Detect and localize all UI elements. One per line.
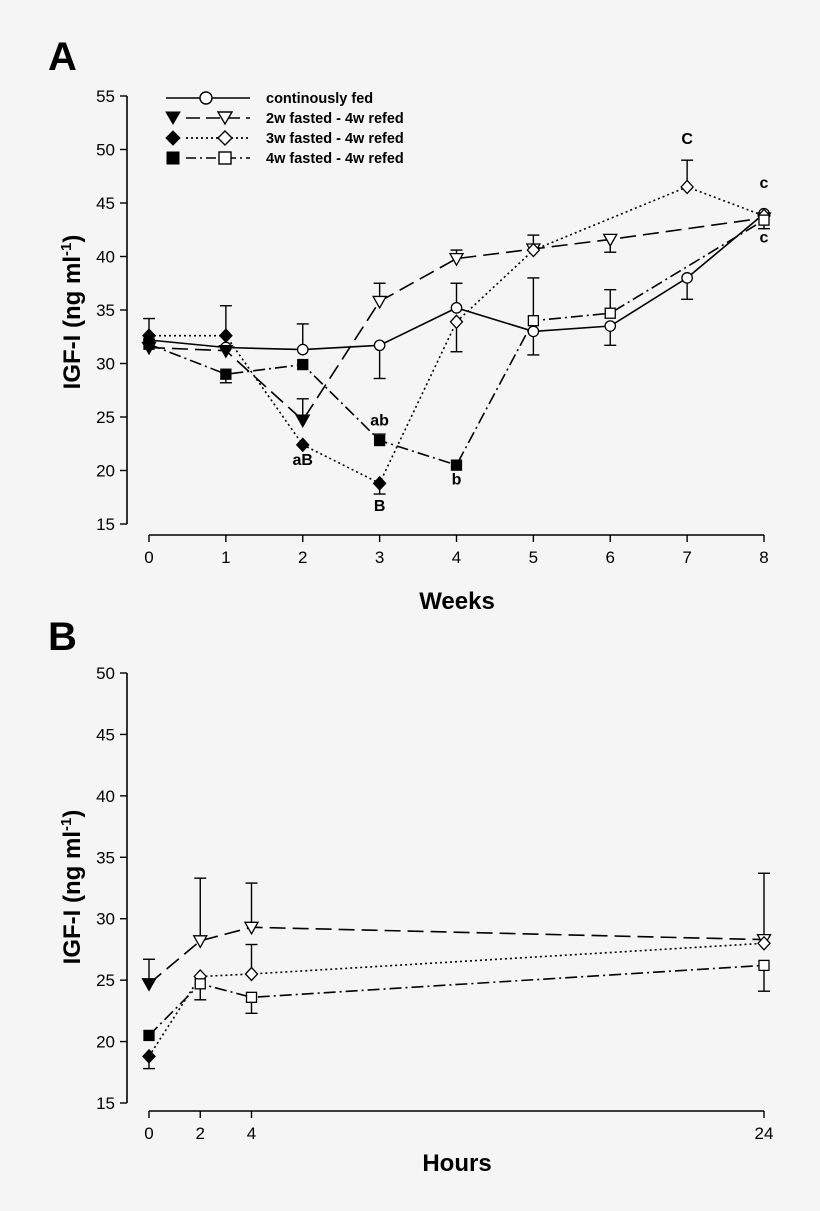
panel-a-point-4w-fasted-4w-refed	[604, 307, 616, 319]
panel-a-point-4w-fasted-4w-refed	[758, 214, 770, 226]
panel-b-y-tick-label: 40	[96, 787, 115, 806]
panel-b-letter: B	[48, 615, 77, 659]
panel-a-point-4w-fasted-4w-refed	[527, 315, 540, 327]
panel-a-point-continously-fed	[296, 343, 309, 356]
panel-b-y-tick-label: 20	[96, 1033, 115, 1052]
panel-a-point-continously-fed	[450, 302, 463, 314]
panel-a-point-continously-fed	[373, 339, 386, 352]
panel-a-y-tick-label: 35	[96, 301, 115, 320]
panel-b-y-tick-label: 50	[96, 664, 115, 683]
panel-b-y-tick-label: 35	[96, 848, 115, 867]
panel-b-x-tick-label: 4	[247, 1124, 256, 1143]
panel-b-x-tick-label: 2	[196, 1124, 205, 1143]
panel-b-point-4w-fasted-4w-refed	[143, 1029, 155, 1042]
panel-a-y-tick-label: 40	[96, 248, 115, 267]
panel-b-y-tick-label: 45	[96, 725, 115, 744]
panel-b-point-2w-fasted-4w-refed	[141, 978, 157, 992]
panel-a-x-tick-label: 3	[375, 548, 384, 567]
panel-a-y-tick-label: 20	[96, 462, 115, 481]
panel-a-point-4w-fasted-4w-refed	[373, 434, 386, 447]
panel-a-y-tick-label: 55	[96, 87, 115, 106]
panel-a-annotation: B	[374, 498, 386, 515]
panel-a-y-tick-label: 30	[96, 355, 115, 374]
panel-a-point-4w-fasted-4w-refed	[220, 368, 232, 380]
panel-a-point-2w-fasted-4w-refed	[602, 233, 618, 248]
panel-b-y-tick-label: 15	[96, 1094, 115, 1113]
panel-b-x-axis-title: Hours	[422, 1150, 491, 1177]
panel-a-x-tick-label: 5	[529, 548, 538, 567]
panel-a-point-2w-fasted-4w-refed	[372, 295, 388, 310]
panel-a-y-tick-label: 45	[96, 194, 115, 213]
panel-a-series-line-4w-fasted-4w-refed	[148, 219, 765, 467]
panel-a-annotation: c	[760, 175, 769, 192]
panel-b-point-3w-fasted-4w-refed	[142, 1048, 156, 1064]
panel-b-point-4w-fasted-4w-refed	[245, 991, 258, 1003]
legend-marker-continously-fed	[199, 91, 213, 105]
panel-b-y-tick-label: 25	[96, 971, 115, 990]
panel-b-point-2w-fasted-4w-refed	[192, 935, 208, 949]
panel-a-point-2w-fasted-4w-refed	[218, 345, 234, 359]
panel-a-point-3w-fasted-4w-refed	[680, 179, 695, 195]
panel-a-point-3w-fasted-4w-refed	[372, 475, 387, 491]
legend-label-3w: 3w fasted - 4w refed	[266, 131, 404, 147]
panel-a-series-line-3w-fasted-4w-refed	[149, 186, 765, 485]
panel-a-x-tick-label: 7	[682, 548, 691, 567]
panel-a-point-2w-fasted-4w-refed	[295, 414, 311, 429]
panel-a-annotation: b	[452, 471, 462, 488]
legend-label-continously-fed: continously fed	[266, 91, 373, 107]
panel-b-series-line-4w-fasted-4w-refed	[148, 964, 765, 1036]
legend-label-2w: 2w fasted - 4w refed	[266, 111, 404, 127]
panel-a-point-continously-fed	[681, 272, 693, 284]
panel-a-y-tick-label: 15	[96, 515, 115, 534]
panel-a-x-tick-label: 8	[759, 548, 768, 567]
panel-a-x-tick-label: 2	[298, 548, 307, 567]
panel-a-series-line-2w-fasted-4w-refed	[148, 217, 765, 422]
panel-b-x-tick-label: 24	[755, 1124, 774, 1143]
panel-a-point-3w-fasted-4w-refed	[295, 437, 310, 453]
panel-b-point-2w-fasted-4w-refed	[243, 921, 260, 936]
panel-b-series-line-2w-fasted-4w-refed	[148, 926, 765, 985]
panel-a-point-4w-fasted-4w-refed	[450, 459, 463, 471]
panel-b-point-4w-fasted-4w-refed	[194, 978, 206, 990]
panel-a-point-4w-fasted-4w-refed	[143, 338, 155, 350]
legend-marker-2w-refed	[216, 111, 234, 126]
legend-marker-2w-fasted	[165, 111, 181, 125]
panel-b-y-axis-title: IGF-I (ng ml-1)	[58, 810, 86, 965]
panel-a-y-axis-title: IGF-I (ng ml-1)	[58, 235, 86, 390]
panel-a-annotation: aB	[293, 452, 313, 469]
panel-a-x-tick-label: 0	[144, 548, 153, 567]
panel-a-x-tick-label: 4	[452, 548, 461, 567]
panel-a-annotation: C	[681, 131, 693, 148]
panel-a-x-axis-title: Weeks	[419, 588, 495, 615]
legend-marker-4w-refed	[218, 151, 232, 165]
panel-a-y-tick-label: 25	[96, 408, 115, 427]
legend-marker-3w-fasted	[165, 130, 181, 146]
panel-a-x-tick-label: 6	[606, 548, 615, 567]
panel-a-point-3w-fasted-4w-refed	[526, 242, 541, 258]
panel-a-letter: A	[48, 35, 77, 79]
panel-a-point-3w-fasted-4w-refed	[218, 328, 233, 344]
panel-b-point-3w-fasted-4w-refed	[244, 966, 259, 982]
panel-a-x-tick-label: 1	[221, 548, 230, 567]
panel-b-point-4w-fasted-4w-refed	[758, 959, 770, 972]
legend-marker-3w-refed	[217, 130, 233, 146]
panel-b-series-line-3w-fasted-4w-refed	[148, 942, 765, 1057]
panel-a-y-tick-label: 50	[96, 141, 115, 160]
panel-a-point-4w-fasted-4w-refed	[297, 358, 309, 371]
panel-b-point-3w-fasted-4w-refed	[757, 935, 771, 951]
panel-a-annotation: c	[760, 230, 769, 247]
panel-a-point-continously-fed	[604, 320, 617, 332]
panel-b-y-tick-label: 30	[96, 910, 115, 929]
panel-a-annotation: ab	[370, 413, 389, 430]
legend: continously fed 2w fasted - 4w refed 3w …	[165, 91, 404, 167]
legend-label-4w: 4w fasted - 4w refed	[266, 151, 404, 167]
panel-a-point-continously-fed	[527, 325, 540, 338]
panel-b-x-tick-label: 0	[144, 1124, 153, 1143]
panel-a-point-3w-fasted-4w-refed	[449, 314, 464, 330]
panel-a-point-2w-fasted-4w-refed	[448, 252, 465, 267]
legend-marker-4w-fasted	[166, 151, 180, 165]
